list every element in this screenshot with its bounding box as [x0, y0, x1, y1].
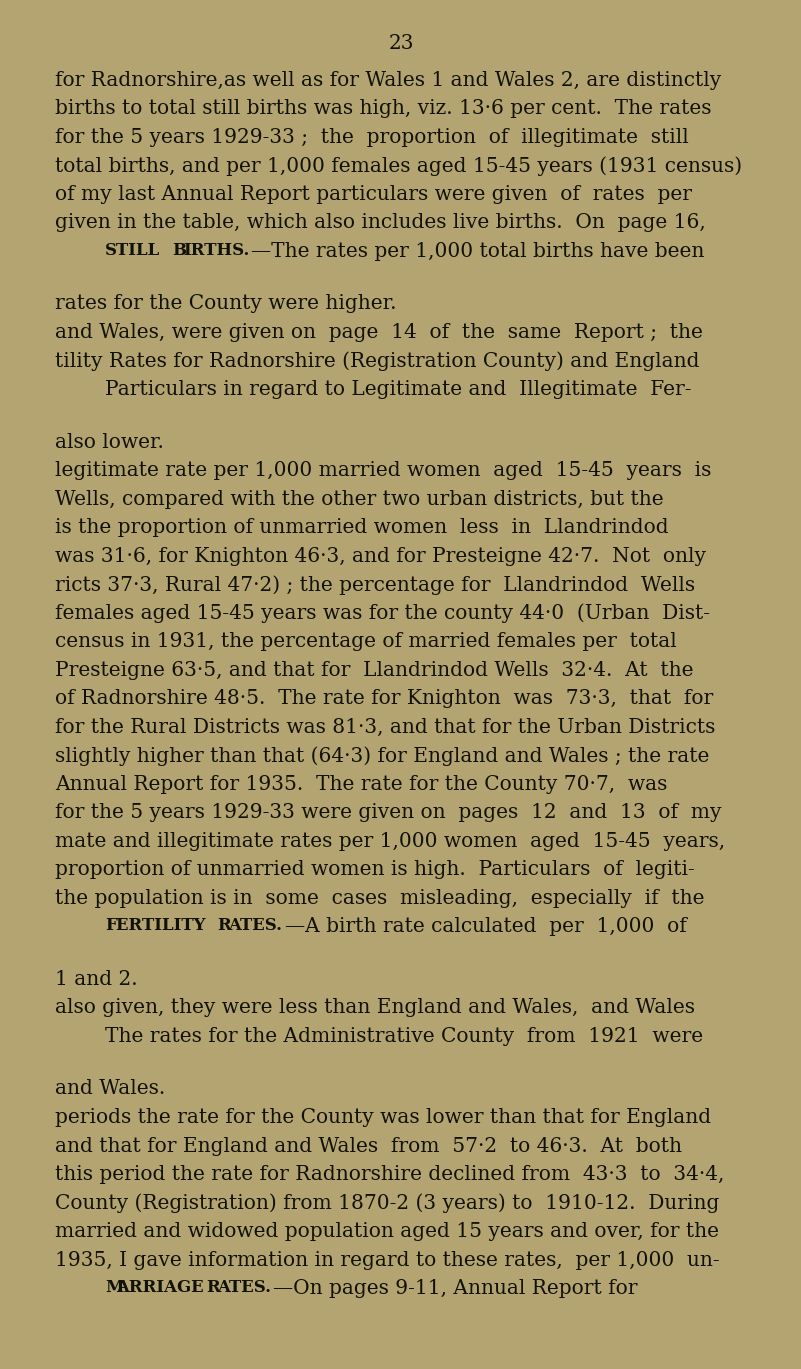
- Text: and Wales, were given on  page  14  of  the  same  Report ;  the: and Wales, were given on page 14 of the …: [55, 323, 702, 342]
- Text: Annual Report for 1935.  The rate for the County 70·7,  was: Annual Report for 1935. The rate for the…: [55, 775, 667, 794]
- Text: births to total still births was high, viz. 13·6 per cent.  The rates: births to total still births was high, v…: [55, 99, 711, 118]
- Text: is the proportion of unmarried women  less  in  Llandrindod: is the proportion of unmarried women les…: [55, 517, 669, 537]
- Text: given in the table, which also includes live births.  On  page 16,: given in the table, which also includes …: [55, 214, 706, 233]
- Text: females aged 15-45 years was for the county 44·0  (Urban  Dist-: females aged 15-45 years was for the cou…: [55, 604, 710, 623]
- Text: —The rates per 1,000 total births have been: —The rates per 1,000 total births have b…: [251, 241, 704, 260]
- Text: for the 5 years 1929-33 ;  the  proportion  of  illegitimate  still: for the 5 years 1929-33 ; the proportion…: [55, 127, 689, 146]
- Text: R: R: [217, 917, 231, 934]
- Text: R: R: [206, 1279, 219, 1296]
- Text: —A birth rate calculated  per  1,000  of: —A birth rate calculated per 1,000 of: [284, 917, 686, 936]
- Text: also given, they were less than England and Wales,  and Wales: also given, they were less than England …: [55, 998, 695, 1017]
- Text: married and widowed population aged 15 years and over, for the: married and widowed population aged 15 y…: [55, 1223, 719, 1242]
- Text: Wells, compared with the other two urban districts, but the: Wells, compared with the other two urban…: [55, 490, 663, 508]
- Text: ARRIAGE: ARRIAGE: [116, 1279, 210, 1296]
- Text: for the 5 years 1929-33 were given on  pages  12  and  13  of  my: for the 5 years 1929-33 were given on pa…: [55, 804, 722, 821]
- Text: this period the rate for Radnorshire declined from  43·3  to  34·4,: this period the rate for Radnorshire dec…: [55, 1165, 724, 1184]
- Text: proportion of unmarried women is high.  Particulars  of  legiti-: proportion of unmarried women is high. P…: [55, 860, 694, 879]
- Text: and Wales.: and Wales.: [55, 1080, 165, 1098]
- Text: of my last Annual Report particulars were given  of  rates  per: of my last Annual Report particulars wer…: [55, 185, 692, 204]
- Text: also lower.: also lower.: [55, 433, 164, 452]
- Text: ERTILITY: ERTILITY: [116, 917, 211, 934]
- Text: legitimate rate per 1,000 married women  aged  15-45  years  is: legitimate rate per 1,000 married women …: [55, 461, 711, 481]
- Text: tility Rates for Radnorshire (Registration County) and England: tility Rates for Radnorshire (Registrati…: [55, 352, 699, 371]
- Text: Particulars in regard to Legitimate and  Illegitimate  Fer-: Particulars in regard to Legitimate and …: [105, 379, 691, 398]
- Text: 1935, I gave information in regard to these rates,  per 1,000  un-: 1935, I gave information in regard to th…: [55, 1250, 719, 1269]
- Text: for the Rural Districts was 81·3, and that for the Urban Districts: for the Rural Districts was 81·3, and th…: [55, 717, 715, 737]
- Text: 23: 23: [388, 34, 414, 52]
- Text: —On pages 9-11, Annual Report for: —On pages 9-11, Annual Report for: [273, 1279, 638, 1298]
- Text: F: F: [105, 917, 117, 934]
- Text: of Radnorshire 48·5.  The rate for Knighton  was  73·3,  that  for: of Radnorshire 48·5. The rate for Knight…: [55, 689, 713, 708]
- Text: M: M: [105, 1279, 123, 1296]
- Text: mate and illegitimate rates per 1,000 women  aged  15-45  years,: mate and illegitimate rates per 1,000 wo…: [55, 831, 725, 850]
- Text: periods the rate for the County was lower than that for England: periods the rate for the County was lowe…: [55, 1108, 711, 1127]
- Text: rates for the County were higher.: rates for the County were higher.: [55, 294, 396, 314]
- Text: Presteigne 63·5, and that for  Llandrindod Wells  32·4.  At  the: Presteigne 63·5, and that for Llandrindo…: [55, 661, 694, 679]
- Text: TILL: TILL: [116, 241, 165, 259]
- Text: for Radnorshire,as well as for Wales 1 and Wales 2, are distinctly: for Radnorshire,as well as for Wales 1 a…: [55, 71, 721, 89]
- Text: County (Registration) from 1870-2 (3 years) to  1910-12.  During: County (Registration) from 1870-2 (3 yea…: [55, 1194, 719, 1213]
- Text: and that for England and Wales  from  57·2  to 46·3.  At  both: and that for England and Wales from 57·2…: [55, 1136, 682, 1155]
- Text: ATES.: ATES.: [228, 917, 283, 934]
- Text: the population is in  some  cases  misleading,  especially  if  the: the population is in some cases misleadi…: [55, 888, 705, 908]
- Text: total births, and per 1,000 females aged 15-45 years (1931 census): total births, and per 1,000 females aged…: [55, 156, 742, 175]
- Text: ATES.: ATES.: [217, 1279, 272, 1296]
- Text: 1 and 2.: 1 and 2.: [55, 969, 138, 988]
- Text: slightly higher than that (64·3) for England and Wales ; the rate: slightly higher than that (64·3) for Eng…: [55, 746, 710, 765]
- Text: census in 1931, the percentage of married females per  total: census in 1931, the percentage of marrie…: [55, 632, 677, 652]
- Text: B: B: [172, 241, 187, 259]
- Text: S: S: [105, 241, 117, 259]
- Text: IRTHS.: IRTHS.: [183, 241, 250, 259]
- Text: The rates for the Administrative County  from  1921  were: The rates for the Administrative County …: [105, 1027, 703, 1046]
- Text: ricts 37·3, Rural 47·2) ; the percentage for  Llandrindod  Wells: ricts 37·3, Rural 47·2) ; the percentage…: [55, 575, 695, 594]
- Text: was 31·6, for Knighton 46·3, and for Presteigne 42·7.  Not  only: was 31·6, for Knighton 46·3, and for Pre…: [55, 546, 706, 565]
